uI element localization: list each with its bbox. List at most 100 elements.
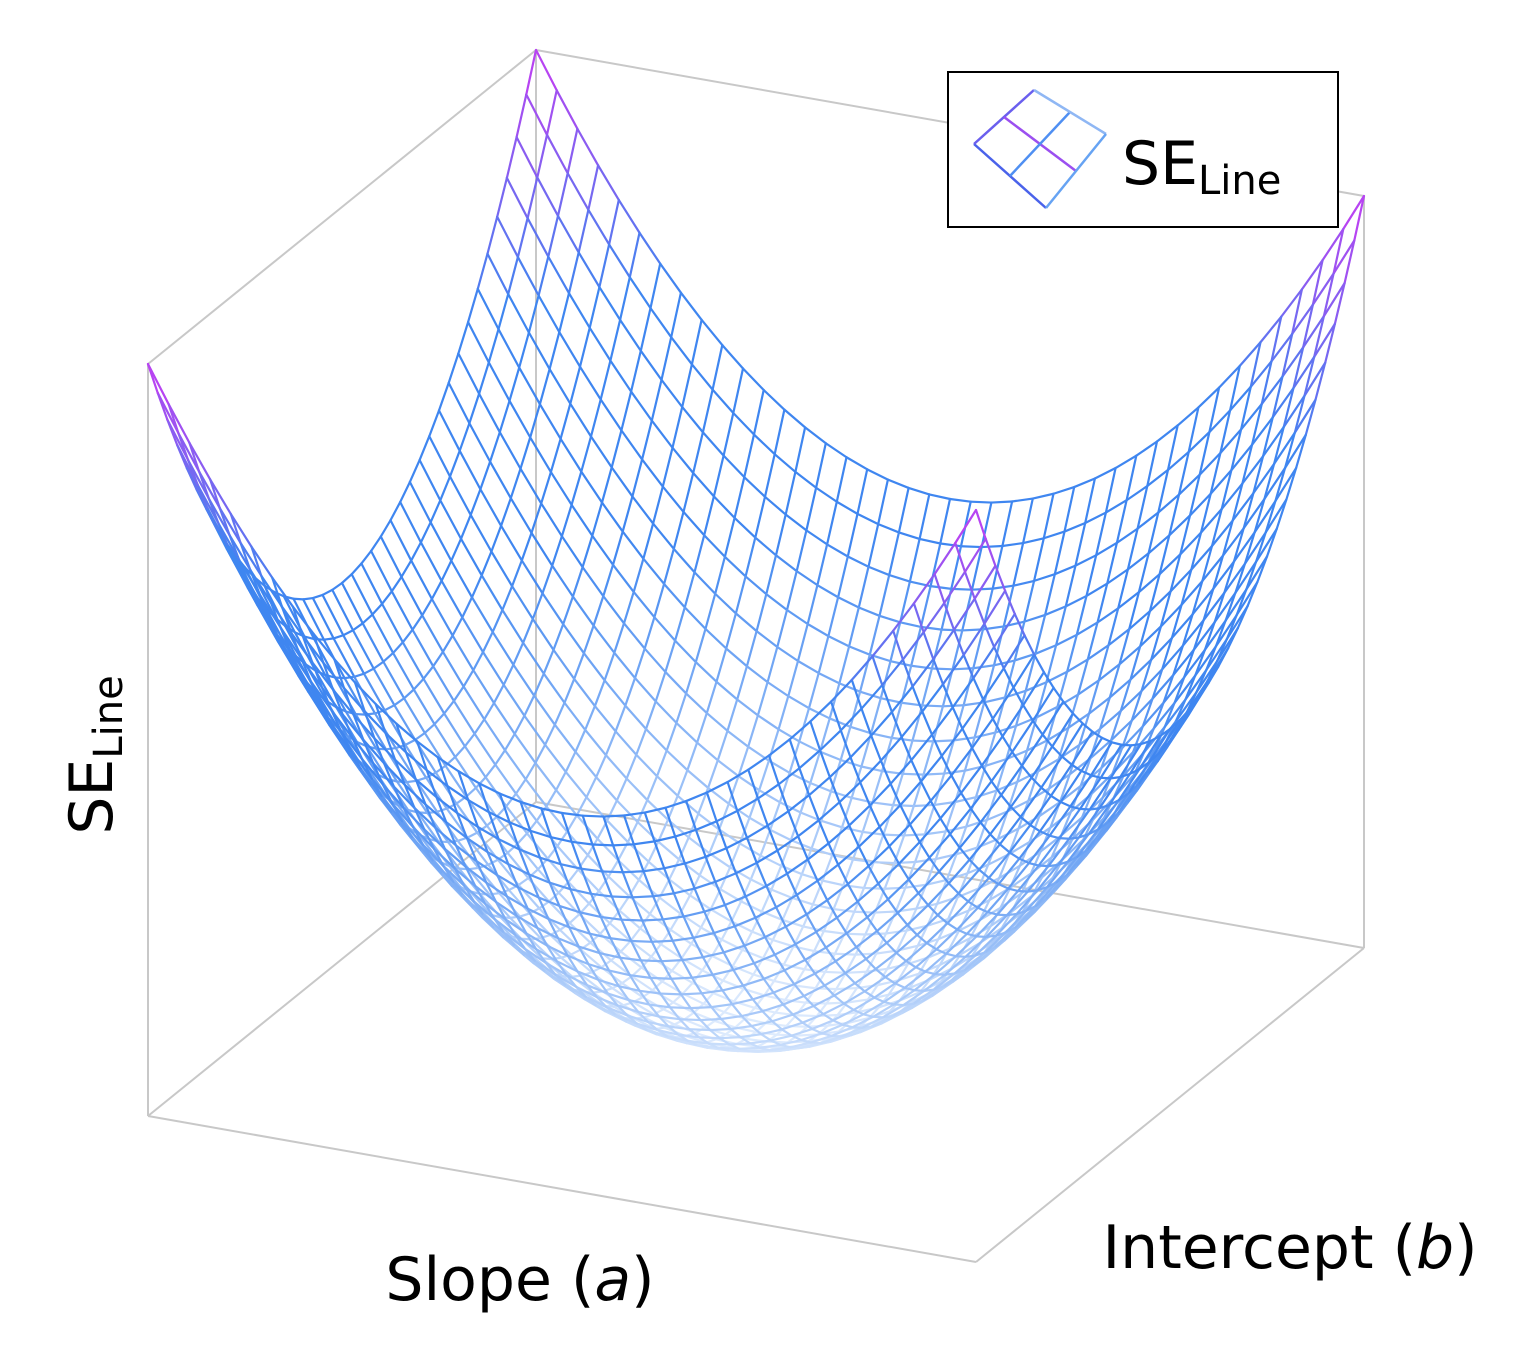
mesh-line-b-10-24 — [740, 1010, 764, 1018]
mesh-line-a-40-3 — [1003, 589, 1016, 616]
mesh-line-b-27-5 — [512, 663, 536, 697]
mesh-line-b-29-5 — [531, 617, 555, 651]
mesh-line-b-4-32 — [848, 804, 872, 827]
mesh-line-b-30-19 — [831, 853, 855, 861]
mesh-line-b-39-26 — [1063, 521, 1087, 533]
mesh-line-b-30-32 — [1100, 746, 1124, 770]
mesh-line-b-35-1 — [507, 292, 531, 334]
mesh-line-b-13-29 — [873, 982, 897, 999]
mesh-line-b-0-12 — [395, 722, 419, 743]
mesh-line-b-34-1 — [497, 328, 521, 369]
mesh-line-a-33-33 — [1150, 625, 1163, 661]
mesh-line-b-40-27 — [1093, 466, 1117, 480]
mesh-line-b-38-20 — [929, 585, 953, 590]
mesh-line-b-2-16 — [497, 837, 521, 851]
mesh-line-b-39-34 — [1228, 385, 1252, 412]
mesh-line-a-7-32 — [602, 563, 615, 598]
mesh-line-b-7-17 — [566, 954, 590, 966]
mesh-line-a-22-3 — [631, 896, 644, 922]
mesh-line-a-10-32 — [664, 639, 677, 674]
mesh-line-b-2-36 — [911, 658, 935, 688]
mesh-line-b-19-2 — [372, 667, 396, 707]
mesh-line-b-1-19 — [549, 836, 573, 843]
mesh-line-a-36-4 — [930, 733, 943, 758]
mesh-line-a-11-34 — [704, 592, 717, 630]
mesh-line-a-34-29 — [1131, 725, 1144, 754]
mesh-line-b-35-14 — [776, 645, 800, 663]
mesh-line-b-4-10 — [392, 785, 416, 810]
mesh-line-b-21-16 — [681, 992, 705, 1005]
mesh-line-a-37-15 — [1058, 837, 1071, 840]
mesh-line-a-18-10 — [616, 1004, 629, 1017]
mesh-line-b-0-34 — [850, 655, 874, 681]
mesh-line-a-36-12 — [1008, 851, 1021, 860]
mesh-line-a-40-2 — [994, 564, 1007, 592]
mesh-line-b-6-36 — [950, 746, 974, 777]
mesh-line-b-24-10 — [586, 853, 610, 878]
mesh-line-a-14-7 — [504, 918, 517, 937]
mesh-line-a-2-34 — [518, 331, 531, 369]
mesh-line-b-14-30 — [903, 970, 927, 989]
mesh-line-b-9-23 — [710, 1003, 734, 1009]
mesh-line-b-18-7 — [466, 836, 490, 866]
mesh-line-a-33-14 — [965, 932, 978, 938]
mesh-line-a-24-5 — [692, 936, 705, 959]
mesh-line-a-17-2 — [518, 848, 531, 876]
mesh-line-b-22-2 — [401, 641, 425, 680]
mesh-line-a-38-11 — [1040, 786, 1053, 797]
mesh-line-b-0-8 — [312, 632, 336, 661]
mesh-line-a-31-10 — [885, 941, 898, 955]
mesh-line-b-5-15 — [505, 895, 529, 910]
mesh-line-b-6-26 — [743, 936, 767, 947]
mesh-line-a-23-0 — [622, 814, 635, 846]
mesh-line-b-34-30 — [1097, 663, 1121, 682]
mesh-line-b-39-2 — [566, 172, 590, 211]
mesh-line-a-0-25 — [389, 500, 402, 522]
mesh-line-a-8-32 — [622, 590, 635, 625]
mesh-line-a-16-3 — [507, 863, 520, 889]
mesh-line-b-37-1 — [526, 217, 550, 258]
mesh-line-b-14-23 — [758, 1043, 782, 1049]
mesh-line-a-7-30 — [582, 624, 595, 655]
mesh-line-b-17-0 — [311, 596, 335, 640]
mesh-line-b-5-10 — [402, 806, 426, 831]
mesh-line-a-20-9 — [648, 1003, 661, 1018]
mesh-line-b-40-35 — [1259, 315, 1283, 344]
mesh-line-b-39-3 — [587, 208, 611, 246]
mesh-line-a-30-4 — [806, 858, 819, 882]
mesh-line-b-0-38 — [933, 541, 957, 576]
mesh-line-a-14-35 — [776, 608, 789, 649]
mesh-line-b-5-33 — [878, 804, 902, 828]
mesh-line-b-16-28 — [881, 1003, 905, 1019]
mesh-line-a-6-29 — [552, 623, 565, 651]
mesh-line-b-13-22 — [728, 1042, 752, 1046]
surface-mesh — [146, 48, 1366, 1054]
mesh-line-b-13-28 — [852, 996, 876, 1012]
mesh-line-b-0-13 — [416, 740, 439, 759]
mesh-line-a-8-22 — [525, 819, 538, 835]
mesh-line-a-7-15 — [437, 840, 450, 844]
mesh-line-b-6-22 — [660, 959, 684, 963]
mesh-line-a-38-8 — [1011, 750, 1024, 767]
mesh-line-b-8-27 — [783, 958, 807, 972]
mesh-line-b-30-1 — [458, 449, 482, 491]
mesh-line-b-7-9 — [401, 820, 424, 846]
mesh-line-b-30-0 — [437, 409, 461, 452]
mesh-line-b-17-9 — [498, 892, 522, 918]
mesh-line-a-0-39 — [525, 48, 538, 96]
mesh-line-b-17-37 — [1077, 807, 1101, 839]
mesh-line-b-32-13 — [726, 729, 750, 748]
mesh-line-b-30-7 — [582, 652, 606, 682]
mesh-line-a-15-36 — [806, 584, 819, 626]
mesh-line-a-26-1 — [694, 828, 707, 858]
mesh-line-a-18-38 — [888, 531, 901, 577]
mesh-line-a-20-32 — [871, 769, 884, 804]
mesh-line-a-37-12 — [1029, 823, 1042, 833]
mesh-line-b-30-16 — [769, 828, 793, 842]
mesh-line-b-2-33 — [849, 734, 873, 759]
mesh-line-a-9-2 — [352, 713, 365, 742]
mesh-line-b-16-38 — [1088, 777, 1112, 811]
mesh-line-a-18-4 — [558, 904, 571, 929]
mesh-line-a-39-1 — [963, 570, 976, 600]
mesh-line-b-8-29 — [824, 932, 848, 949]
